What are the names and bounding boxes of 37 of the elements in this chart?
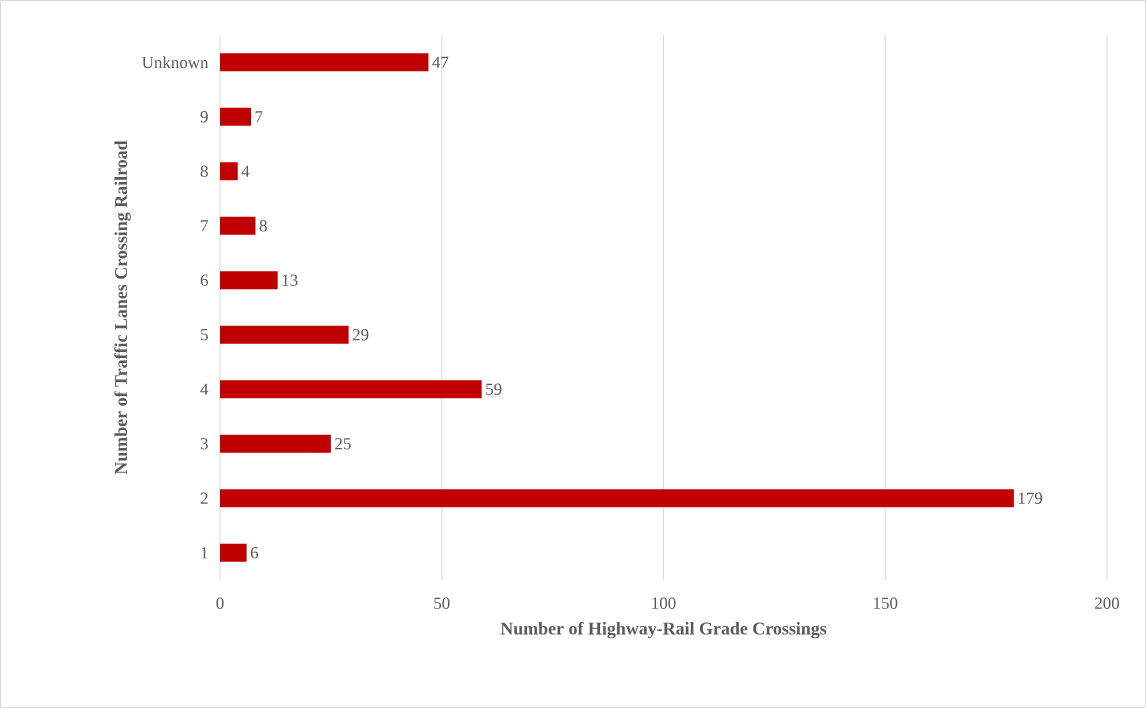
data-label: 13	[282, 274, 298, 286]
y-tick-label: 3	[200, 438, 208, 450]
bar	[220, 325, 349, 344]
data-label: 59	[486, 383, 502, 395]
y-tick-label: 1	[201, 547, 208, 559]
data-label: 47	[432, 56, 449, 68]
bar	[220, 162, 238, 181]
bar	[220, 434, 331, 453]
data-label: 4	[241, 165, 250, 177]
y-tick-label: 5	[201, 329, 208, 341]
x-tick-label: 50	[434, 597, 450, 609]
x-tick-label: 100	[652, 597, 676, 609]
bar	[220, 489, 1014, 508]
data-label: 179	[1018, 492, 1043, 504]
data-label: 25	[335, 438, 351, 450]
data-label: 8	[259, 220, 267, 232]
x-tick-label: 200	[1095, 597, 1120, 609]
bar	[220, 543, 247, 562]
bar	[220, 107, 252, 126]
y-tick-label: Unknown	[142, 56, 209, 69]
y-tick-label: 6	[200, 274, 208, 286]
x-tick-label: 0	[216, 597, 224, 609]
y-tick-label: 9	[200, 111, 208, 123]
bar	[220, 216, 256, 235]
y-tick-label: 7	[201, 220, 209, 232]
bar	[220, 271, 278, 290]
data-label: 6	[250, 547, 259, 559]
y-tick-label: 2	[200, 492, 208, 504]
y-tick-label: 4	[200, 383, 209, 395]
y-axis-title: Number of Traffic Lanes Crossing Railroad	[114, 140, 131, 475]
bar	[220, 53, 429, 72]
bar	[220, 380, 482, 399]
data-label: 7	[255, 111, 263, 123]
data-label: 29	[352, 329, 369, 341]
x-axis-title: Number of Highway-Rail Grade Crossings	[500, 621, 827, 639]
y-tick-label: 8	[200, 165, 208, 177]
x-tick-label: 150	[874, 597, 898, 609]
